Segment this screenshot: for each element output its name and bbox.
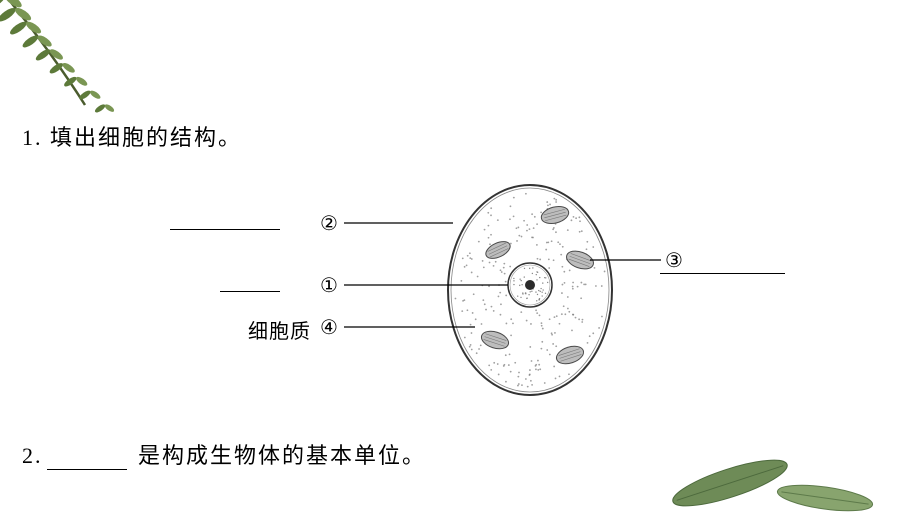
q1-number: 1. [22,125,43,150]
label-1-marker: ① [320,273,339,298]
label-3-marker: ③ [665,248,684,273]
blank-line-2 [170,229,280,230]
q2-number: 2. [22,443,43,468]
cell-svg [160,165,780,415]
q1-text: 填出细胞的结构。 [50,125,242,150]
question-1: 1. 填出细胞的结构。 [22,120,242,152]
fern-decor [0,0,170,120]
blank-line-3 [660,273,785,274]
cell-diagram: ② ① 细胞质 ④ ③ [160,165,780,415]
label-4-text: 细胞质 [248,315,311,344]
question-2: 2. 是构成生物体的基本单位。 [22,438,426,470]
blank-line-1 [220,291,280,292]
leaves-decor [620,438,920,518]
label-2-marker: ② [320,211,339,236]
q2-suffix: 是构成生物体的基本单位。 [138,443,426,468]
label-4-marker: ④ [320,315,339,340]
q2-blank [47,447,127,470]
